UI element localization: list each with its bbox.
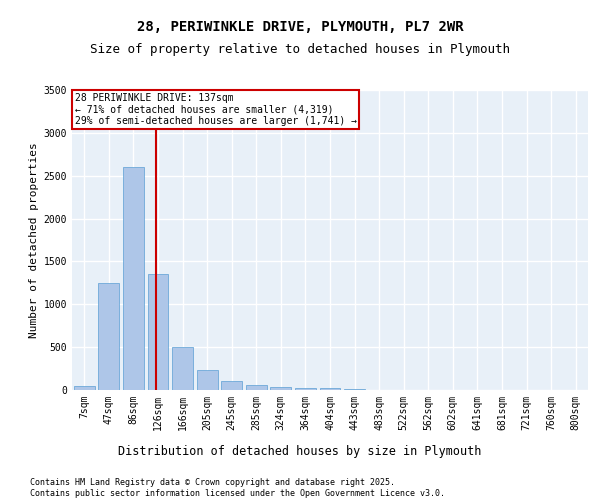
Bar bbox=[295, 388, 316, 390]
Bar bbox=[344, 389, 365, 390]
Bar bbox=[123, 167, 144, 390]
Text: 28, PERIWINKLE DRIVE, PLYMOUTH, PL7 2WR: 28, PERIWINKLE DRIVE, PLYMOUTH, PL7 2WR bbox=[137, 20, 463, 34]
Text: Distribution of detached houses by size in Plymouth: Distribution of detached houses by size … bbox=[118, 444, 482, 458]
Bar bbox=[320, 388, 340, 390]
Y-axis label: Number of detached properties: Number of detached properties bbox=[29, 142, 40, 338]
Bar bbox=[98, 283, 119, 390]
Bar bbox=[246, 386, 267, 390]
Bar bbox=[172, 347, 193, 390]
Text: Contains HM Land Registry data © Crown copyright and database right 2025.
Contai: Contains HM Land Registry data © Crown c… bbox=[30, 478, 445, 498]
Text: 28 PERIWINKLE DRIVE: 137sqm
← 71% of detached houses are smaller (4,319)
29% of : 28 PERIWINKLE DRIVE: 137sqm ← 71% of det… bbox=[74, 93, 356, 126]
Text: Size of property relative to detached houses in Plymouth: Size of property relative to detached ho… bbox=[90, 42, 510, 56]
Bar bbox=[197, 370, 218, 390]
Bar bbox=[148, 274, 169, 390]
Bar bbox=[74, 386, 95, 390]
Bar bbox=[221, 380, 242, 390]
Bar bbox=[271, 386, 292, 390]
